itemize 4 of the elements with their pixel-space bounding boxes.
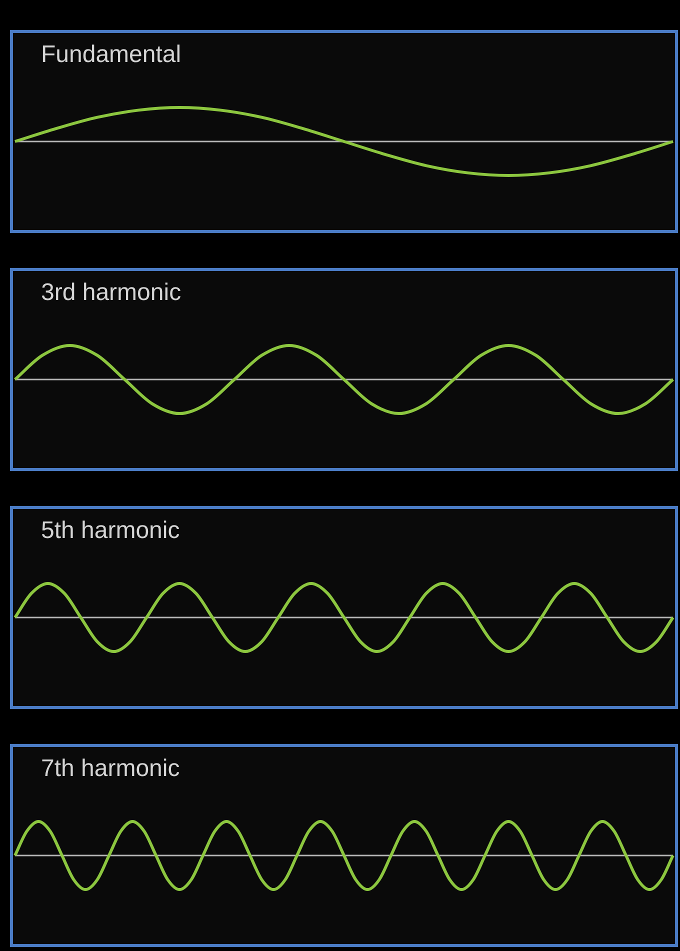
chart-title: Fundamental <box>41 41 182 69</box>
chart-title: 5th harmonic <box>41 517 180 545</box>
chart-title: 7th harmonic <box>41 755 180 783</box>
chart-title: 3rd harmonic <box>41 279 182 307</box>
